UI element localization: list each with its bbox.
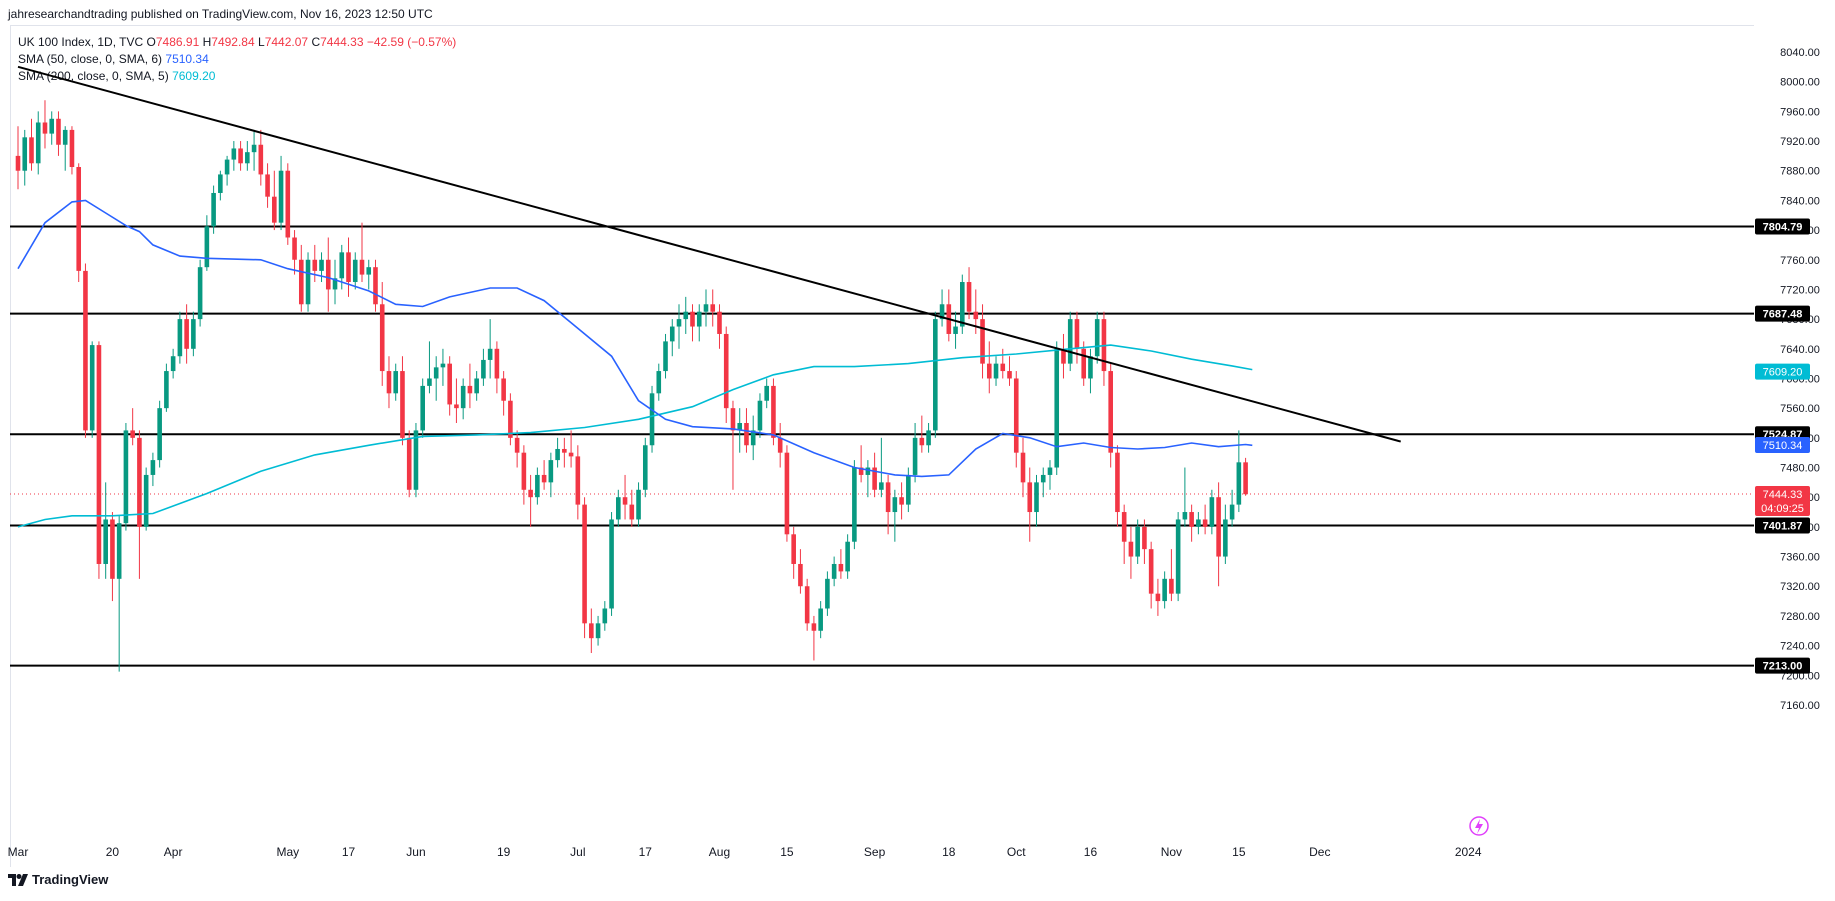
legend-sma200-label: SMA (200, close, 0, SMA, 5): [18, 69, 169, 83]
chart-frame[interactable]: [10, 25, 1754, 867]
legend-high: 7492.84: [211, 35, 255, 49]
legend-sma50-label: SMA (50, close, 0, SMA, 6): [18, 52, 163, 66]
legend-o-label: O: [146, 35, 156, 49]
price-label: 7510.34: [1763, 440, 1803, 452]
level-label-box: [1755, 426, 1810, 443]
y-tick-label: 7880.00: [1780, 166, 1820, 178]
y-tick-label: 7400.00: [1780, 522, 1820, 534]
y-tick-label: 7800.00: [1780, 225, 1820, 237]
y-tick-label: 7240.00: [1780, 641, 1820, 653]
level-label: 7213.00: [1763, 661, 1803, 673]
y-tick-label: 7640.00: [1780, 344, 1820, 356]
y-tick-label: 7560.00: [1780, 403, 1820, 415]
legend-h-label: H: [202, 35, 212, 49]
legend-sma200-row[interactable]: SMA (200, close, 0, SMA, 5) 7609.20: [18, 68, 456, 85]
y-tick-label: 7480.00: [1780, 463, 1820, 475]
tradingview-logo-icon: [8, 873, 28, 886]
legend-ohlc-row: UK 100 Index, 1D, TVC O7486.91 H7492.84 …: [18, 34, 456, 51]
level-label: 7524.87: [1763, 429, 1803, 441]
y-tick-label: 7160.00: [1780, 700, 1820, 712]
price-label: 7444.33: [1763, 489, 1803, 501]
y-tick-label: 7960.00: [1780, 106, 1820, 118]
legend-symbol[interactable]: UK 100 Index, 1D, TVC: [18, 35, 144, 49]
y-tick-label: 7840.00: [1780, 195, 1820, 207]
legend-sma50-row[interactable]: SMA (50, close, 0, SMA, 6) 7510.34: [18, 51, 456, 68]
y-tick-label: 7720.00: [1780, 284, 1820, 296]
y-tick-label: 7280.00: [1780, 611, 1820, 623]
level-label-box: [1755, 305, 1810, 322]
level-labels: 7804.79 7687.48 7524.87 7401.87 7213.00: [1755, 218, 1810, 674]
y-tick-label: 7920.00: [1780, 136, 1820, 148]
y-tick-label: 7600.00: [1780, 373, 1820, 385]
legend-open: 7486.91: [155, 35, 200, 49]
footer-brand: TradingView: [8, 872, 108, 887]
publish-line: jahresearchandtrading published on Tradi…: [8, 7, 433, 21]
price-label-box: [1755, 437, 1810, 454]
countdown-label: 04:09:25: [1761, 503, 1804, 515]
y-tick-label: 8040.00: [1780, 47, 1820, 59]
level-label: 7401.87: [1763, 520, 1803, 532]
level-label-box: [1755, 517, 1810, 534]
legend-sma200-value: 7609.20: [172, 69, 216, 83]
level-label-box: [1755, 657, 1810, 674]
y-tick-label: 7200.00: [1780, 670, 1820, 682]
legend: UK 100 Index, 1D, TVC O7486.91 H7492.84 …: [18, 34, 456, 85]
y-tick-label: 7360.00: [1780, 552, 1820, 564]
price-label-box: [1755, 363, 1810, 380]
legend-c-label: C: [311, 35, 321, 49]
y-tick-label: 7520.00: [1780, 433, 1820, 445]
legend-change: −42.59 (−0.57%): [366, 35, 457, 49]
level-label: 7804.79: [1763, 222, 1803, 234]
legend-low: 7442.07: [264, 35, 309, 49]
y-tick-label: 7680.00: [1780, 314, 1820, 326]
legend-l-label: L: [258, 35, 265, 49]
y-tick-label: 7440.00: [1780, 492, 1820, 504]
y-tick-label: 8000.00: [1780, 77, 1820, 89]
price-labels: 7609.20 7510.34 7444.33 04:09:25: [1755, 363, 1810, 516]
level-label-box: [1755, 218, 1810, 235]
price-axis: 7160.00 7200.00 7240.00 7280.00 7320.00 7360.…: [1780, 47, 1820, 712]
legend-sma50-value: 7510.34: [165, 52, 209, 66]
legend-close: 7444.33: [320, 35, 364, 49]
y-tick-label: 7320.00: [1780, 581, 1820, 593]
price-label-box: [1755, 485, 1810, 516]
price-label: 7609.20: [1763, 367, 1803, 379]
footer-brand-text: TradingView: [32, 872, 109, 887]
y-tick-label: 7760.00: [1780, 255, 1820, 267]
level-label: 7687.48: [1763, 309, 1803, 321]
